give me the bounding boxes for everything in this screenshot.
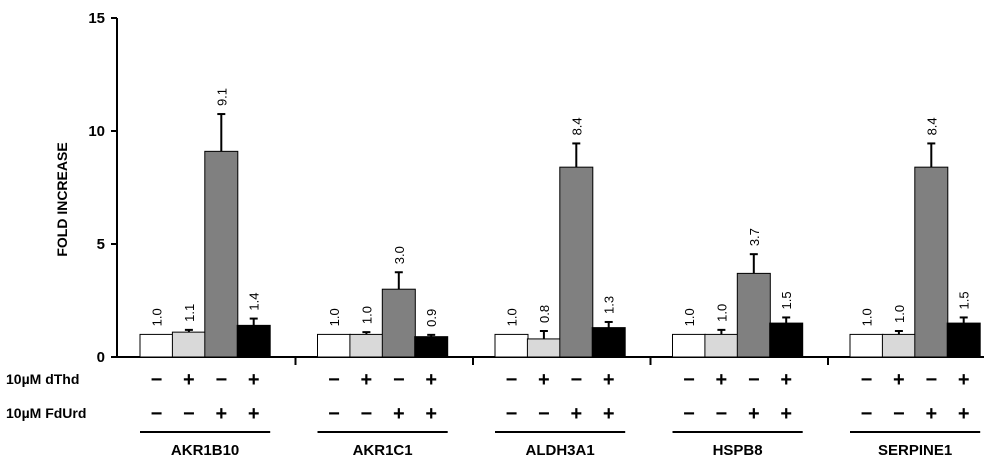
condition-sign: + (958, 369, 970, 391)
condition-sign: + (393, 403, 405, 425)
condition-sign: − (151, 369, 163, 391)
x-axis (117, 356, 984, 365)
gene-label: SERPINE1 (878, 442, 952, 459)
data-label: 1.5 (957, 291, 972, 309)
data-label: 1.0 (359, 306, 374, 324)
condition-sign: − (538, 403, 550, 425)
condition-sign: − (748, 369, 760, 391)
bars: 1.0 1.0 1.0 1.0 1.0 1.1 1.0 0.8 1.0 1.0 9.1 3.0 8.4 3… (139, 88, 981, 358)
bar (769, 322, 804, 358)
condition-sign: − (893, 403, 905, 425)
condition-sign: − (361, 403, 373, 425)
condition-label: 10µM dThd (6, 371, 79, 387)
condition-sign: + (361, 369, 373, 391)
data-label: 0.8 (537, 305, 552, 323)
data-label: 3.7 (747, 228, 762, 246)
data-label: 1.0 (682, 308, 697, 326)
condition-sign: − (215, 369, 227, 391)
data-label: 1.0 (505, 308, 520, 326)
bar (914, 166, 949, 358)
y-tick-label: 10 (88, 123, 105, 140)
data-label: 0.9 (424, 309, 439, 327)
condition-sign: + (570, 403, 582, 425)
bar (317, 333, 351, 358)
condition-sign: + (780, 403, 792, 425)
condition-sign: − (683, 369, 695, 391)
condition-sign: − (328, 369, 340, 391)
data-label: 9.1 (214, 88, 229, 106)
y-tick-label: 0 (97, 349, 105, 366)
condition-sign: + (893, 369, 905, 391)
data-label: 1.0 (327, 308, 342, 326)
bar (736, 272, 771, 358)
bar (704, 333, 739, 358)
y-tick-label: 15 (88, 10, 105, 27)
y-axis-label: FOLD INCREASE (54, 142, 70, 256)
data-label: 1.0 (714, 304, 729, 322)
gene-label: ALDH3A1 (526, 442, 595, 459)
bar (414, 336, 449, 358)
bar (349, 333, 384, 358)
y-tick-label: 5 (97, 236, 105, 253)
bar (139, 333, 174, 358)
condition-sign: + (425, 369, 437, 391)
bar (526, 338, 561, 358)
bar (236, 324, 271, 358)
bar (494, 333, 529, 358)
gene-label: AKR1B10 (171, 442, 239, 459)
condition-label: 10µM FdUrd (6, 405, 86, 421)
condition-sign: + (538, 369, 550, 391)
condition-table: 10µM dThd − + − + − + − + − + − + − + − + − + − +10µM FdUrd −… (6, 369, 970, 425)
bar (381, 288, 416, 358)
condition-sign: + (748, 403, 760, 425)
condition-sign: − (183, 403, 195, 425)
condition-sign: − (716, 403, 728, 425)
data-label: 3.0 (392, 246, 407, 264)
data-label: 1.4 (247, 293, 262, 311)
data-label: 1.3 (602, 296, 617, 314)
bar (559, 166, 594, 358)
condition-sign: − (683, 403, 695, 425)
data-label: 1.0 (892, 305, 907, 323)
condition-sign: − (393, 369, 405, 391)
condition-sign: − (925, 369, 937, 391)
condition-sign: − (328, 403, 340, 425)
condition-sign: − (861, 369, 873, 391)
gene-label: AKR1C1 (353, 442, 413, 459)
condition-sign: + (716, 369, 728, 391)
condition-sign: − (506, 403, 518, 425)
data-label: 1.0 (860, 308, 875, 326)
condition-sign: + (248, 403, 260, 425)
condition-sign: + (780, 369, 792, 391)
data-label: 1.0 (150, 308, 165, 326)
condition-sign: − (506, 369, 518, 391)
data-label: 1.5 (779, 291, 794, 309)
gene-labels: AKR1B10 AKR1C1 ALDH3A1 HSPB8 SERPINE1 (140, 431, 981, 459)
condition-sign: + (603, 403, 615, 425)
bar (672, 333, 706, 358)
y-axis: 0 5 10 15 FOLD INCREASE (54, 10, 118, 366)
condition-sign: + (248, 369, 260, 391)
bar (946, 322, 981, 358)
condition-sign: + (425, 403, 437, 425)
condition-sign: + (958, 403, 970, 425)
bar (881, 333, 916, 358)
condition-sign: + (215, 403, 227, 425)
bar (204, 150, 239, 358)
bar (171, 331, 206, 358)
condition-sign: + (603, 369, 615, 391)
data-label: 8.4 (924, 117, 939, 135)
condition-sign: + (183, 369, 195, 391)
condition-sign: + (925, 403, 937, 425)
condition-sign: − (151, 403, 163, 425)
data-label: 8.4 (569, 117, 584, 135)
data-label: 1.1 (182, 304, 197, 322)
gene-label: HSPB8 (713, 442, 763, 459)
condition-sign: − (861, 403, 873, 425)
bar (849, 333, 884, 358)
condition-sign: − (570, 369, 582, 391)
bar (591, 327, 626, 358)
